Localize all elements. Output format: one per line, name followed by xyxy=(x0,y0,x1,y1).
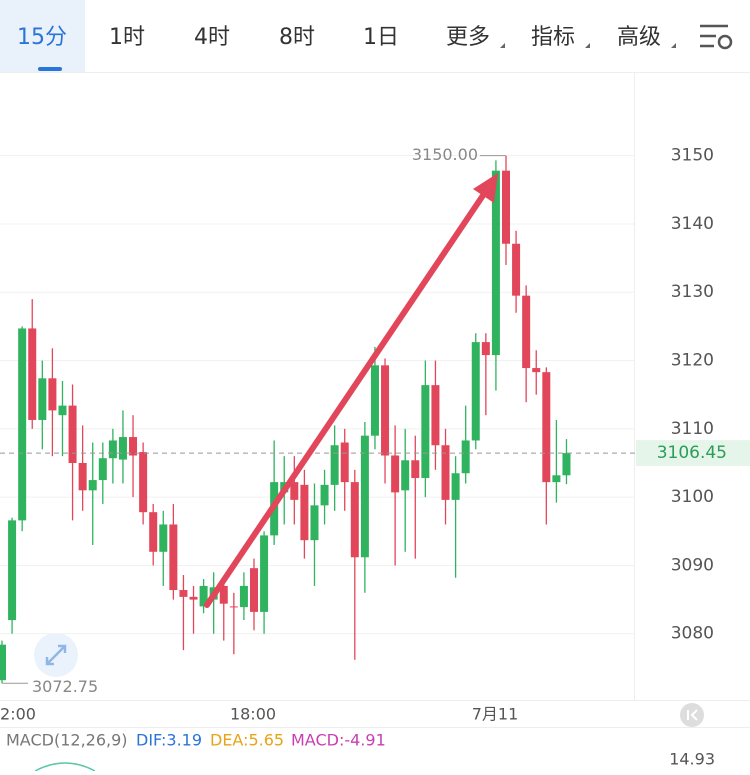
candle-body xyxy=(481,342,490,356)
y-tick-label: 3140 xyxy=(671,214,714,234)
candle-body xyxy=(199,585,208,607)
candle-body xyxy=(320,484,329,506)
macd-dif: DIF:3.19 xyxy=(136,731,202,750)
tab[interactable]: 更多 xyxy=(446,25,490,50)
tab[interactable]: 高级 xyxy=(617,25,661,50)
candle-body xyxy=(512,243,521,296)
candle-body xyxy=(159,524,168,552)
candle-body xyxy=(88,480,97,491)
tab[interactable]: 1日 xyxy=(363,25,399,50)
candle-body xyxy=(8,520,17,621)
scroll-back-button[interactable] xyxy=(680,703,704,727)
candle-body xyxy=(330,445,339,485)
candle-body xyxy=(169,524,178,591)
x-tick-label: 2:00 xyxy=(0,705,36,724)
candle-body xyxy=(78,462,87,491)
candle-body xyxy=(461,440,470,474)
candle-body xyxy=(250,568,258,612)
candle-body xyxy=(552,475,561,483)
candle-body xyxy=(98,458,107,481)
candle-body xyxy=(189,596,198,600)
arrow-annotation xyxy=(204,173,498,608)
tab[interactable]: 指标 xyxy=(531,25,575,50)
tab-bar: 15分 1时 4时 8时 1日 更多 指标 高级 xyxy=(17,25,676,50)
macd-line xyxy=(34,762,96,772)
candle-body xyxy=(421,385,430,479)
candle-body xyxy=(471,342,480,441)
candle-body xyxy=(118,437,127,460)
selected-tab-bg xyxy=(0,0,85,72)
candle-body xyxy=(229,606,238,608)
candle-body xyxy=(48,378,57,411)
candle-body xyxy=(18,328,27,521)
candle-body xyxy=(381,365,390,456)
candle-body xyxy=(431,385,440,446)
y-tick-label: 3150 xyxy=(671,146,714,166)
candle-body xyxy=(532,368,541,373)
dropdown-caret xyxy=(671,43,676,48)
y-tick-label: 3110 xyxy=(671,419,714,439)
tab[interactable]: 1时 xyxy=(109,25,145,50)
macd-value: MACD:-4.91 xyxy=(291,731,386,750)
macd-axis-label: 14.93 xyxy=(669,750,715,769)
candle-body xyxy=(149,512,158,552)
min-label: 3072.75 xyxy=(32,677,98,696)
candle-body xyxy=(451,473,460,500)
candle-body xyxy=(0,644,6,681)
candle-body xyxy=(340,442,349,483)
macd-dea: DEA:5.65 xyxy=(210,731,284,750)
candle-body xyxy=(139,452,148,513)
candle-body xyxy=(310,505,319,541)
y-tick-label: 3120 xyxy=(671,351,714,371)
tab[interactable]: 4时 xyxy=(194,25,230,50)
candle-body xyxy=(290,482,299,500)
dropdown-caret xyxy=(585,43,590,48)
candle-body xyxy=(28,328,37,420)
candle-body xyxy=(260,535,269,612)
candle-body xyxy=(360,435,369,558)
expand-button[interactable] xyxy=(34,633,78,677)
macd-title: MACD(12,26,9) xyxy=(6,731,128,750)
y-tick-label: 3090 xyxy=(671,555,714,575)
tab[interactable]: 8时 xyxy=(279,25,315,50)
y-tick-label: 3100 xyxy=(671,487,714,507)
candle-body xyxy=(179,590,188,597)
x-tick-label: 7月11 xyxy=(472,705,519,724)
candle-body xyxy=(401,460,410,491)
last-price-label: 3106.45 xyxy=(657,443,727,463)
candle-body xyxy=(219,585,228,604)
dropdown-caret xyxy=(500,43,505,48)
y-tick-label: 3080 xyxy=(671,624,714,644)
candle-body xyxy=(108,440,117,459)
candle-body xyxy=(441,445,450,500)
candle-body xyxy=(239,585,248,608)
candle-body xyxy=(68,405,77,463)
tab-indicator xyxy=(38,67,62,71)
y-tick-label: 3130 xyxy=(671,282,714,302)
candle-body xyxy=(370,365,379,436)
max-label: 3150.00 xyxy=(412,145,478,164)
candle-body xyxy=(300,484,309,541)
tab[interactable]: 15分 xyxy=(17,25,67,50)
x-tick-label: 18:00 xyxy=(230,705,276,724)
candle-body xyxy=(38,378,47,420)
candle-body xyxy=(58,405,67,416)
settings-icon[interactable] xyxy=(700,24,733,50)
plot: 3080 3090 3100 3110 3120 3130 3140 3150 2:00 18:0… xyxy=(0,145,750,724)
candle-body xyxy=(411,460,420,479)
candle-body xyxy=(562,453,571,476)
candle-body xyxy=(502,170,510,244)
candle-body xyxy=(542,372,551,483)
candle-body xyxy=(391,455,400,493)
candle-body xyxy=(491,170,500,356)
candle-body xyxy=(350,482,359,558)
candle-body xyxy=(129,437,138,456)
candle-body xyxy=(522,295,531,369)
last-price-bg xyxy=(636,440,750,467)
